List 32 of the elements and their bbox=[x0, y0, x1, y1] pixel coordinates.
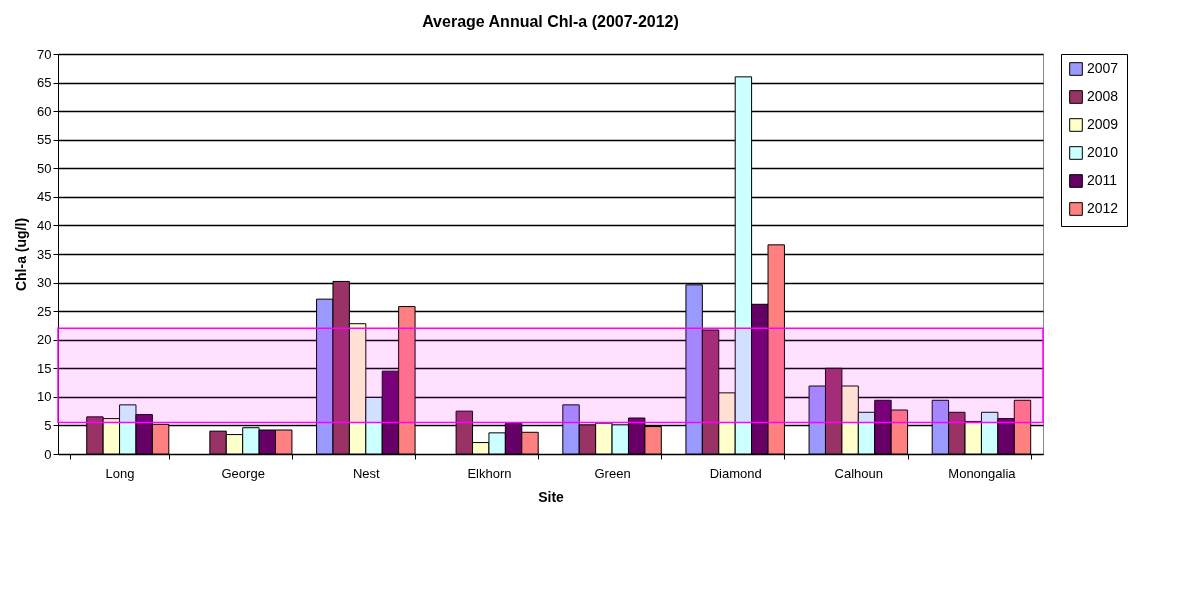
legend-label: 2009 bbox=[1087, 116, 1119, 132]
y-tick-label: 0 bbox=[44, 446, 52, 462]
y-axis-title: Chl-a (ug/l) bbox=[13, 217, 30, 292]
x-tick-label: Calhoun bbox=[834, 465, 884, 481]
y-tick-label: 40 bbox=[37, 217, 52, 233]
legend-label: 2007 bbox=[1087, 60, 1119, 76]
x-tick-label: Monongalia bbox=[948, 465, 1017, 481]
legend-label: 2008 bbox=[1087, 88, 1119, 104]
y-tick-label: 20 bbox=[37, 332, 52, 348]
x-tick-label: Green bbox=[594, 465, 631, 481]
y-tick-label: 60 bbox=[37, 103, 52, 119]
legend-label: 2012 bbox=[1087, 200, 1119, 216]
y-tick-label: 45 bbox=[37, 189, 52, 205]
legend-label: 2010 bbox=[1087, 144, 1119, 160]
x-axis-title: Site bbox=[538, 488, 565, 505]
y-tick-label: 35 bbox=[37, 246, 52, 262]
x-tick-label: George bbox=[221, 465, 265, 481]
x-tick-label: Elkhorn bbox=[467, 465, 512, 481]
y-tick-label: 70 bbox=[37, 46, 52, 62]
y-tick-label: 15 bbox=[37, 360, 52, 376]
chart-title: Average Annual Chl-a (2007-2012) bbox=[422, 13, 679, 30]
y-tick-label: 25 bbox=[37, 303, 52, 319]
y-tick-label: 30 bbox=[37, 275, 52, 291]
y-tick-label: 55 bbox=[37, 132, 52, 148]
y-tick-label: 65 bbox=[37, 75, 52, 91]
y-tick-label: 50 bbox=[37, 160, 52, 176]
y-tick-label: 5 bbox=[44, 417, 52, 433]
x-tick-label: Diamond bbox=[709, 465, 762, 481]
legend-label: 2011 bbox=[1087, 172, 1118, 188]
x-tick-label: Nest bbox=[352, 465, 381, 481]
x-tick-label: Long bbox=[105, 465, 135, 481]
y-tick-label: 10 bbox=[37, 389, 52, 405]
